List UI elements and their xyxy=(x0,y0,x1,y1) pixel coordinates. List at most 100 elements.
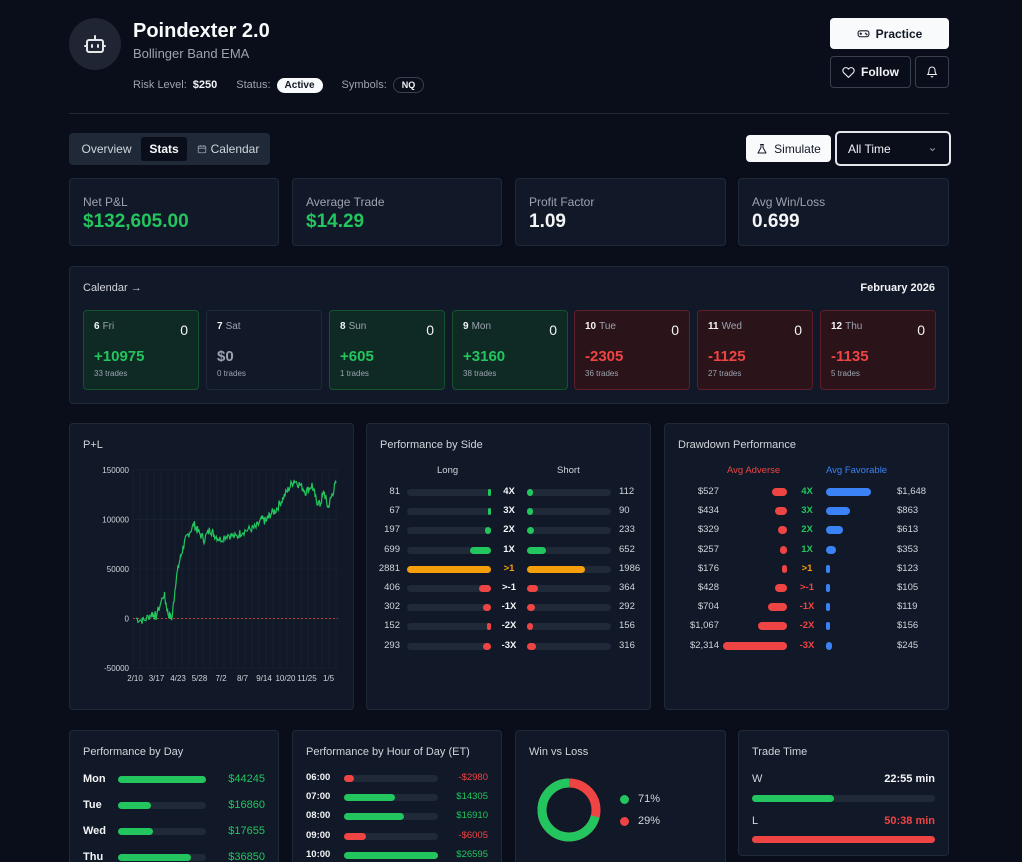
favorable-bar xyxy=(826,488,872,496)
hour-value: -$2980 xyxy=(458,772,488,783)
calendar-link[interactable]: Calendar → xyxy=(83,282,142,294)
tab-stats[interactable]: Stats xyxy=(141,137,187,161)
calendar-day-card[interactable]: 8 Sun 0 +605 1 trades xyxy=(329,310,445,390)
win-loss-title: Win vs Loss xyxy=(529,746,589,758)
follow-label: Follow xyxy=(861,65,899,79)
calendar-day-card[interactable]: 11 Wed 0 -1125 27 trades xyxy=(697,310,813,390)
notify-button[interactable] xyxy=(915,56,949,88)
calendar-day-card[interactable]: 10 Tue 0 -2305 36 trades xyxy=(574,310,690,390)
status-label: Status: xyxy=(236,79,271,91)
stat-value: 1.09 xyxy=(529,211,566,232)
side-bucket-label: 4X xyxy=(503,486,515,497)
tab-calendar-label: Calendar xyxy=(210,142,260,156)
meta-row: Risk Level: $250 Status: Active Symbols:… xyxy=(133,77,425,93)
practice-label: Practice xyxy=(875,26,923,41)
long-count: 293 xyxy=(384,639,400,651)
long-count: 302 xyxy=(384,601,400,613)
weekday-label: Wed xyxy=(83,825,107,837)
time-range-value: All Time xyxy=(848,142,891,156)
win-loss-donut xyxy=(537,778,601,842)
long-count: 406 xyxy=(384,582,400,593)
adverse-bar xyxy=(767,603,787,612)
long-track xyxy=(407,604,491,612)
y-tick-label: 150000 xyxy=(102,466,129,475)
time-range-select[interactable]: All Time xyxy=(835,131,951,166)
stat-card-net-pnl: Net P&L $132,605.00 xyxy=(69,178,279,246)
win-legend: 71% xyxy=(620,793,660,805)
weekday-value: $36850 xyxy=(228,851,265,862)
win-time-value: 22:55 min xyxy=(884,773,935,785)
long-header: Long xyxy=(437,465,459,476)
calendar-day-card[interactable]: 12 Thu 0 -1135 5 trades xyxy=(820,310,936,390)
long-count: 152 xyxy=(384,620,400,632)
weekday-track xyxy=(118,828,206,835)
stat-label: Net P&L xyxy=(83,195,128,209)
short-count: 90 xyxy=(619,505,630,517)
long-bar xyxy=(470,546,491,554)
tab-overview[interactable]: Overview xyxy=(75,137,138,161)
drawdown-bucket-label: 2X xyxy=(801,524,813,536)
short-count: 233 xyxy=(619,524,635,536)
tab-calendar[interactable]: Calendar xyxy=(192,137,264,161)
side-panel: Performance by Side Long Short 81 4X 112 67… xyxy=(366,423,651,710)
favorable-value: $1,648 xyxy=(897,486,927,497)
short-track xyxy=(527,546,611,554)
hour-bar xyxy=(344,775,355,782)
long-count: 67 xyxy=(389,505,400,517)
short-count: 652 xyxy=(619,543,635,555)
short-header: Short xyxy=(557,465,580,476)
hour-label: 09:00 xyxy=(306,829,331,841)
loss-pct: 29% xyxy=(638,815,661,827)
favorable-bar xyxy=(826,526,843,535)
weekday-value: $44245 xyxy=(228,773,265,785)
y-tick-label: -50000 xyxy=(104,664,129,673)
favorable-value: $123 xyxy=(897,562,919,574)
side-bucket-label: >-1 xyxy=(502,582,516,593)
y-tick-label: 100000 xyxy=(102,516,129,525)
day-number: 12 xyxy=(831,321,843,332)
favorable-value: $105 xyxy=(897,582,919,593)
follow-button[interactable]: Follow xyxy=(830,56,911,88)
long-track xyxy=(407,546,491,554)
adverse-value: $329 xyxy=(697,524,719,536)
short-track xyxy=(527,585,611,592)
practice-button[interactable]: Practice xyxy=(830,18,949,49)
simulate-button[interactable]: Simulate xyxy=(746,135,831,162)
day-of-week: Wed xyxy=(721,321,742,332)
x-tick-label: 3/17 xyxy=(149,674,165,683)
day-count: 0 xyxy=(794,322,802,338)
day-count: 0 xyxy=(426,322,434,338)
x-tick-label: 10/20 xyxy=(275,674,296,683)
hour-bar xyxy=(344,794,395,802)
day-pnl: +10975 xyxy=(94,348,145,365)
short-count: 316 xyxy=(619,639,635,651)
symbols-label: Symbols: xyxy=(341,79,387,91)
adverse-value: $704 xyxy=(697,601,719,613)
calendar-day-card[interactable]: 7 Sat $0 0 trades xyxy=(206,310,322,390)
bell-icon xyxy=(927,66,937,78)
day-trades: 38 trades xyxy=(463,369,497,378)
by-hour-title: Performance by Hour of Day (ET) xyxy=(306,746,470,758)
long-count: 2881 xyxy=(378,562,400,574)
header-divider xyxy=(69,113,949,114)
day-pnl: +605 xyxy=(340,348,374,365)
hour-bar xyxy=(344,832,366,840)
long-bar xyxy=(482,604,491,612)
calendar-day-card[interactable]: 6 Fri 0 +10975 33 trades xyxy=(83,310,199,390)
adverse-bar xyxy=(757,622,787,631)
hour-track xyxy=(344,775,438,782)
loss-legend: 29% xyxy=(620,815,660,827)
day-number: 7 xyxy=(217,321,223,332)
day-number: 11 xyxy=(708,321,719,332)
win-pct: 71% xyxy=(638,793,661,805)
page-subtitle: Bollinger Band EMA xyxy=(133,46,250,61)
calendar-day-card[interactable]: 9 Mon 0 +3160 38 trades xyxy=(452,310,568,390)
day-of-week: Fri xyxy=(102,321,115,332)
drawdown-bucket-label: 4X xyxy=(801,486,813,497)
day-of-week: Mon xyxy=(471,321,492,332)
day-pnl: +3160 xyxy=(463,348,506,365)
short-track xyxy=(527,623,611,631)
adverse-bar xyxy=(774,507,787,516)
day-date: 9 Mon xyxy=(463,321,491,332)
hour-value: -$6005 xyxy=(458,829,488,841)
